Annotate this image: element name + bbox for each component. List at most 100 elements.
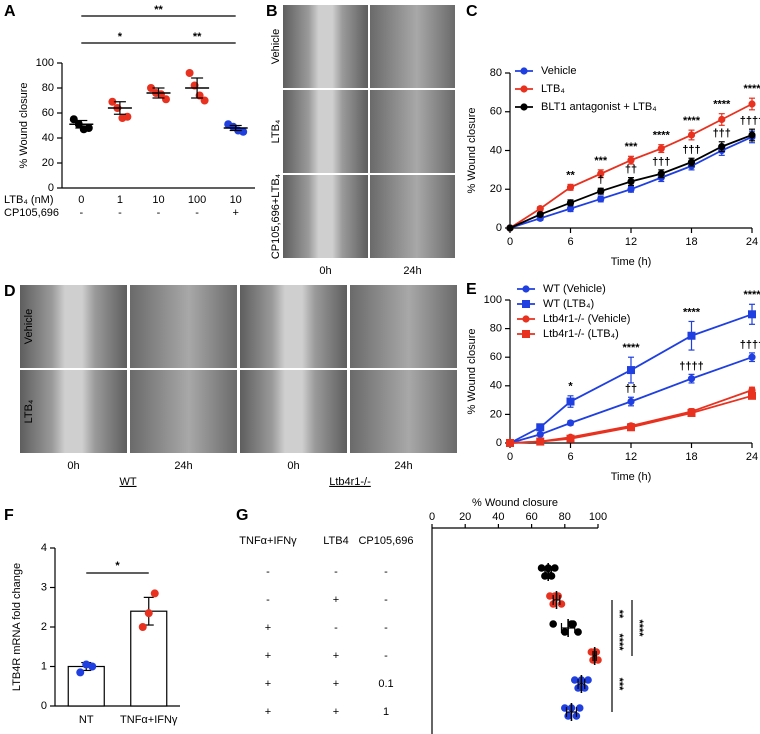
bar	[67, 665, 105, 707]
micrograph	[283, 175, 368, 258]
table-cell: -	[384, 622, 388, 634]
marker	[522, 300, 530, 308]
data-point	[185, 69, 194, 77]
x-tick-label: 0	[507, 236, 513, 248]
y-tick-label: 0	[41, 700, 47, 712]
significance-label: **	[193, 31, 202, 43]
significance-label: ****	[653, 130, 671, 142]
marker	[687, 131, 696, 139]
legend-label: LTB₄	[541, 83, 565, 95]
x-tick-label: 1	[117, 194, 123, 206]
micrograph	[240, 285, 347, 368]
marker	[718, 143, 726, 151]
marker	[536, 205, 544, 213]
data-point	[549, 620, 557, 628]
marker	[566, 397, 575, 406]
marker	[536, 423, 545, 432]
micrograph	[370, 175, 455, 258]
column-label: 24h	[394, 460, 412, 472]
data-point	[69, 115, 78, 124]
table-cell: +	[333, 594, 339, 606]
column-label: 0h	[67, 460, 79, 472]
significance-label: †	[598, 174, 604, 186]
marker	[748, 310, 756, 319]
micrograph	[283, 5, 368, 88]
y-tick-label: 4	[41, 542, 47, 554]
marker	[657, 170, 665, 178]
y-tick-label: 60	[490, 106, 502, 118]
x-tick-label: 0	[507, 451, 513, 463]
marker	[597, 187, 605, 195]
marker	[597, 170, 605, 178]
legend-label: BLT1 antagonist + LTB₄	[541, 101, 657, 113]
table-cell: +	[333, 706, 339, 718]
marker	[566, 199, 575, 207]
data-point	[551, 592, 559, 600]
legend-label: WT (LTB₄)	[543, 298, 594, 310]
marker	[687, 331, 696, 340]
column-header: CP105,696	[358, 535, 413, 547]
data-point	[162, 95, 170, 104]
legend-label: Ltb4r1-/- (LTB₄)	[543, 328, 619, 340]
significance-label: †††	[713, 128, 731, 140]
data-point	[239, 127, 248, 136]
micrograph	[130, 285, 237, 368]
column-label: 24h	[403, 265, 421, 277]
x-tick-label: -	[157, 207, 161, 219]
y-tick-label: 40	[42, 132, 54, 144]
significance-label: ††††	[679, 360, 703, 372]
marker	[522, 285, 530, 293]
x-tick-label: 6	[567, 236, 573, 248]
y-tick-label: 20	[42, 157, 54, 169]
y-axis-title: LTB4R mRNA fold change	[11, 563, 23, 691]
micrograph	[240, 370, 347, 453]
column-label: 24h	[174, 460, 192, 472]
panel-letter: B	[266, 3, 278, 20]
data-point	[144, 609, 153, 618]
significance-label: ***	[613, 678, 625, 692]
marker	[520, 67, 528, 75]
x-tick-label: -	[195, 207, 199, 219]
panel-letter: C	[466, 3, 478, 20]
x-tick-label: 24	[746, 451, 758, 463]
table-cell: -	[334, 622, 338, 634]
data-point	[557, 600, 566, 608]
y-tick-label: 20	[490, 183, 502, 195]
marker	[627, 397, 635, 406]
y-tick-label: 60	[42, 107, 54, 119]
marker	[566, 419, 575, 427]
x-tick-label: 0	[78, 194, 84, 206]
x-tick-label: 100	[589, 511, 607, 523]
marker	[566, 434, 575, 443]
y-tick-label: 0	[496, 437, 502, 449]
y-tick-label: 40	[490, 144, 502, 156]
table-cell: -	[266, 566, 270, 578]
column-header: LTB4	[323, 535, 348, 547]
micrograph	[370, 5, 455, 88]
significance-label: *	[115, 560, 120, 572]
significance-label: ††	[625, 383, 637, 395]
x-tick-label: 20	[459, 511, 471, 523]
panel-letter: E	[466, 281, 477, 298]
row-label: CP105,696	[4, 207, 59, 219]
panel-letter: G	[236, 507, 248, 524]
x-axis-title: % Wound closure	[472, 497, 558, 509]
table-cell: -	[384, 566, 388, 578]
column-header: TNFα+IFNγ	[239, 535, 297, 547]
x-tick-label: TNFα+IFNγ	[120, 714, 178, 726]
panel-letter: D	[4, 283, 16, 300]
data-point	[108, 97, 117, 106]
micrograph	[370, 90, 455, 173]
marker	[687, 408, 696, 417]
significance-label: †††	[652, 156, 670, 168]
data-point	[561, 628, 569, 636]
significance-label: *	[568, 381, 573, 393]
panel-letter: F	[4, 507, 14, 524]
y-tick-label: 100	[484, 294, 502, 306]
table-cell: +	[265, 706, 271, 718]
x-tick-label: 80	[559, 511, 571, 523]
y-tick-label: 60	[490, 351, 502, 363]
x-tick-label: -	[118, 207, 122, 219]
row-label: LTB₄	[23, 399, 35, 423]
